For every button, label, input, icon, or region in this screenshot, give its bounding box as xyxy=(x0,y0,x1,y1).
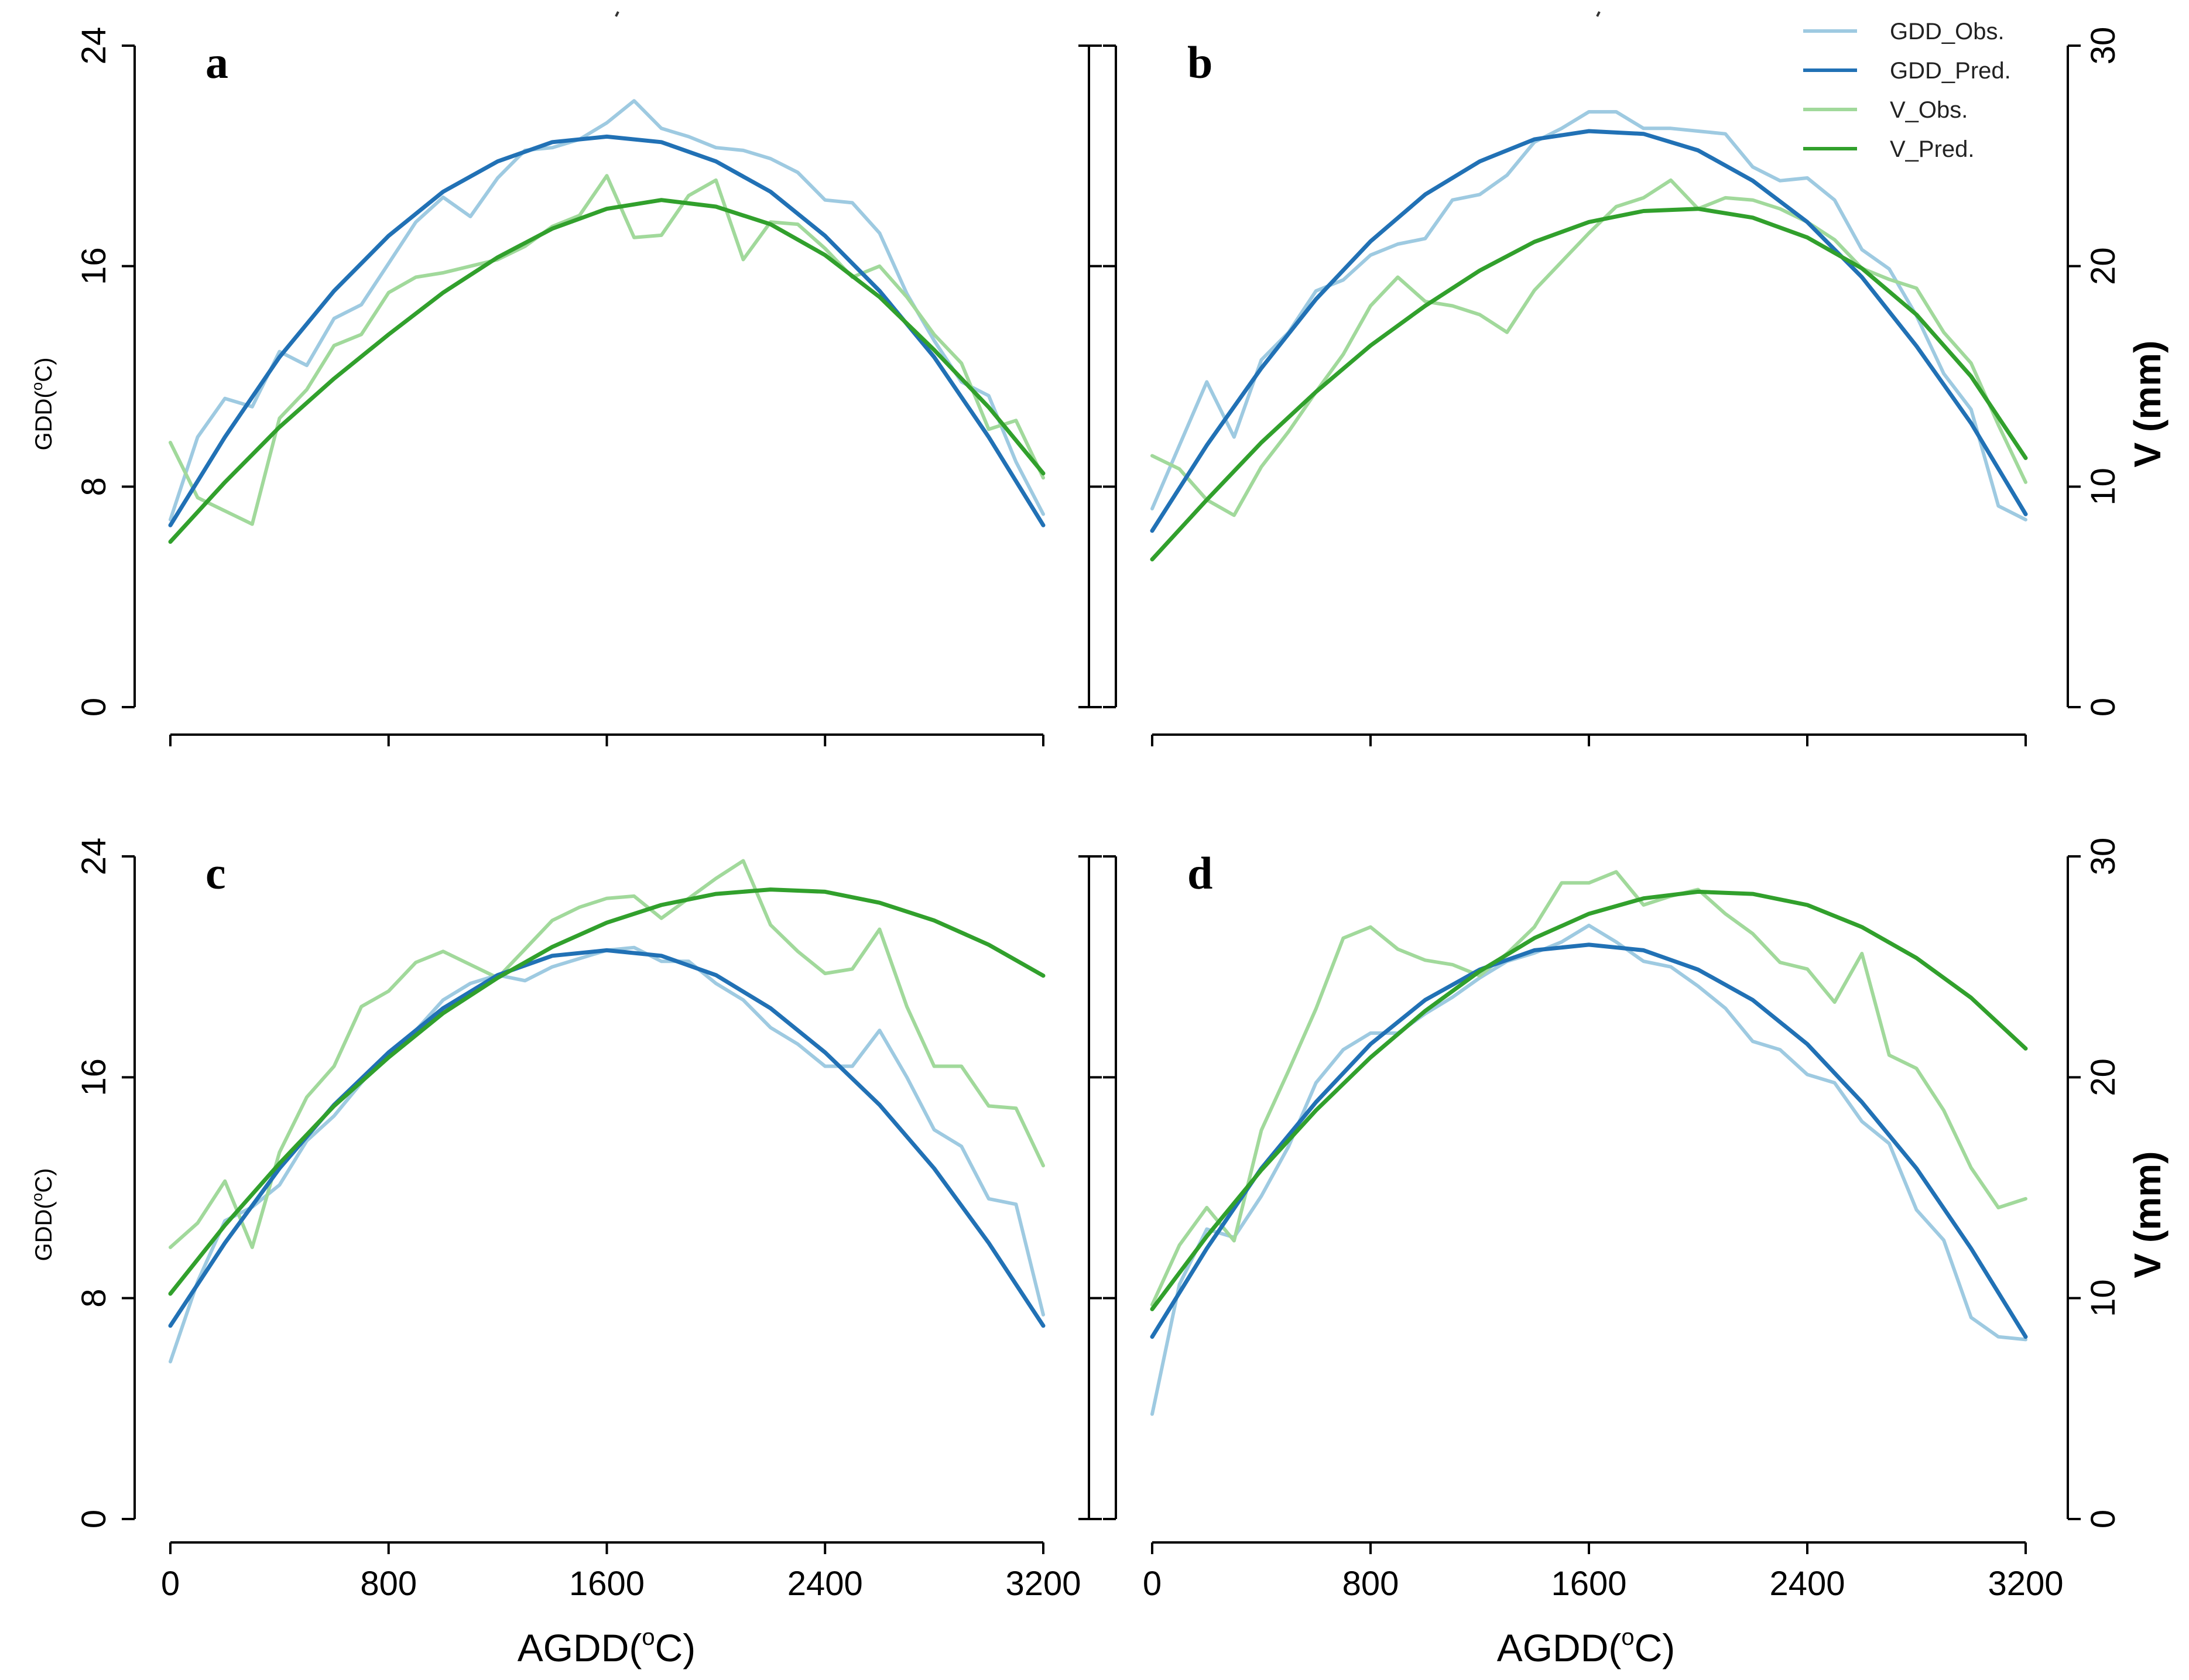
series-line-v-obs xyxy=(169,859,1045,1249)
panel-letter: b xyxy=(1187,37,1212,88)
legend-label-gdd-obs: GDD_Obs. xyxy=(1890,19,2005,44)
x-axis-tick-label: 0 xyxy=(1143,1565,1162,1603)
panel-a: 0 8 16 24 a xyxy=(75,27,1102,746)
right-axis-tick-label: 20 xyxy=(2084,1058,2122,1096)
panel-letter: a xyxy=(205,37,228,88)
series-line-gdd-pred xyxy=(1150,942,2028,1339)
panel-letter: d xyxy=(1187,848,1212,899)
right-axis-tick-label: 10 xyxy=(2084,1279,2122,1317)
panels: 0 8 16 24 a 0 10 20 30 b 0 8 16 24 0 800 1600 2400 3200 c 0 1… xyxy=(75,27,2122,1603)
panel-letter: c xyxy=(205,848,226,899)
x-axis-title-right: AGDD(oC) xyxy=(1497,1624,1676,1669)
x-axis-tick-label: 3200 xyxy=(1988,1565,2063,1603)
left-axis-title-bottom: GDD(oC) xyxy=(28,1168,57,1261)
x-axis-tick-label: 800 xyxy=(360,1565,417,1603)
x-axis-tick-label: 2400 xyxy=(787,1565,863,1603)
x-axis-tick-label: 0 xyxy=(161,1565,180,1603)
series-line-v-pred xyxy=(1150,207,2028,562)
series-line-v-pred xyxy=(1150,889,2028,1311)
right-axis-title-top: V (mm) xyxy=(2126,341,2169,468)
series-line-gdd-obs xyxy=(1150,110,2027,522)
panel-b: 0 10 20 30 b xyxy=(1103,27,2122,746)
series-line-gdd-obs xyxy=(169,99,1045,522)
series-line-v-obs xyxy=(169,174,1045,526)
right-axis-tick-label: 30 xyxy=(2084,838,2122,876)
x-axis-tick-label: 1600 xyxy=(1551,1565,1626,1603)
right-axis-tick-label: 0 xyxy=(2084,698,2122,716)
series-line-v-pred xyxy=(168,198,1046,544)
panel-c: 0 8 16 24 0 800 1600 2400 3200 c xyxy=(75,838,1102,1603)
right-axis-tick-label: 30 xyxy=(2084,27,2122,65)
right-axis-tick-label: 10 xyxy=(2084,468,2122,506)
left-axis-tick-label: 0 xyxy=(75,1510,113,1528)
series-line-v-obs xyxy=(1150,178,2027,517)
series-line-v-pred xyxy=(168,887,1046,1296)
right-axis-title-bottom: V (mm) xyxy=(2126,1151,2169,1278)
x-axis-tick-label: 800 xyxy=(1342,1565,1399,1603)
left-axis-tick-label: 24 xyxy=(75,27,113,65)
x-axis-tick-label: 2400 xyxy=(1769,1565,1845,1603)
x-axis-tick-label: 3200 xyxy=(1005,1565,1081,1603)
left-axis-tick-label: 16 xyxy=(75,247,113,285)
left-axis-tick-label: 8 xyxy=(75,477,113,496)
x-axis-title-left: AGDD(oC) xyxy=(518,1624,696,1669)
series-line-gdd-pred xyxy=(1150,129,2028,533)
x-axis-tick-label: 1600 xyxy=(569,1565,645,1603)
series-line-v-obs xyxy=(1150,870,2027,1307)
legend: GDD_Obs. GDD_Pred. V_Obs. V_Pred. xyxy=(1803,19,2011,162)
legend-label-v-obs: V_Obs. xyxy=(1890,97,1968,123)
left-axis-tick-label: 24 xyxy=(75,838,113,876)
stray-mark-a xyxy=(615,11,619,17)
right-axis-tick-label: 0 xyxy=(2084,1510,2122,1528)
left-axis-title-top: GDD(oC) xyxy=(28,358,57,451)
legend-label-gdd-pred: GDD_Pred. xyxy=(1890,58,2011,84)
right-axis-tick-label: 20 xyxy=(2084,247,2122,285)
legend-label-v-pred: V_Pred. xyxy=(1890,136,1975,162)
left-axis-tick-label: 16 xyxy=(75,1058,113,1096)
panel-d: 0 10 20 30 0 800 1600 2400 3200 d xyxy=(1103,838,2122,1603)
left-axis-tick-label: 0 xyxy=(75,698,113,716)
stray-mark-b xyxy=(1596,11,1601,17)
left-axis-tick-label: 8 xyxy=(75,1289,113,1308)
